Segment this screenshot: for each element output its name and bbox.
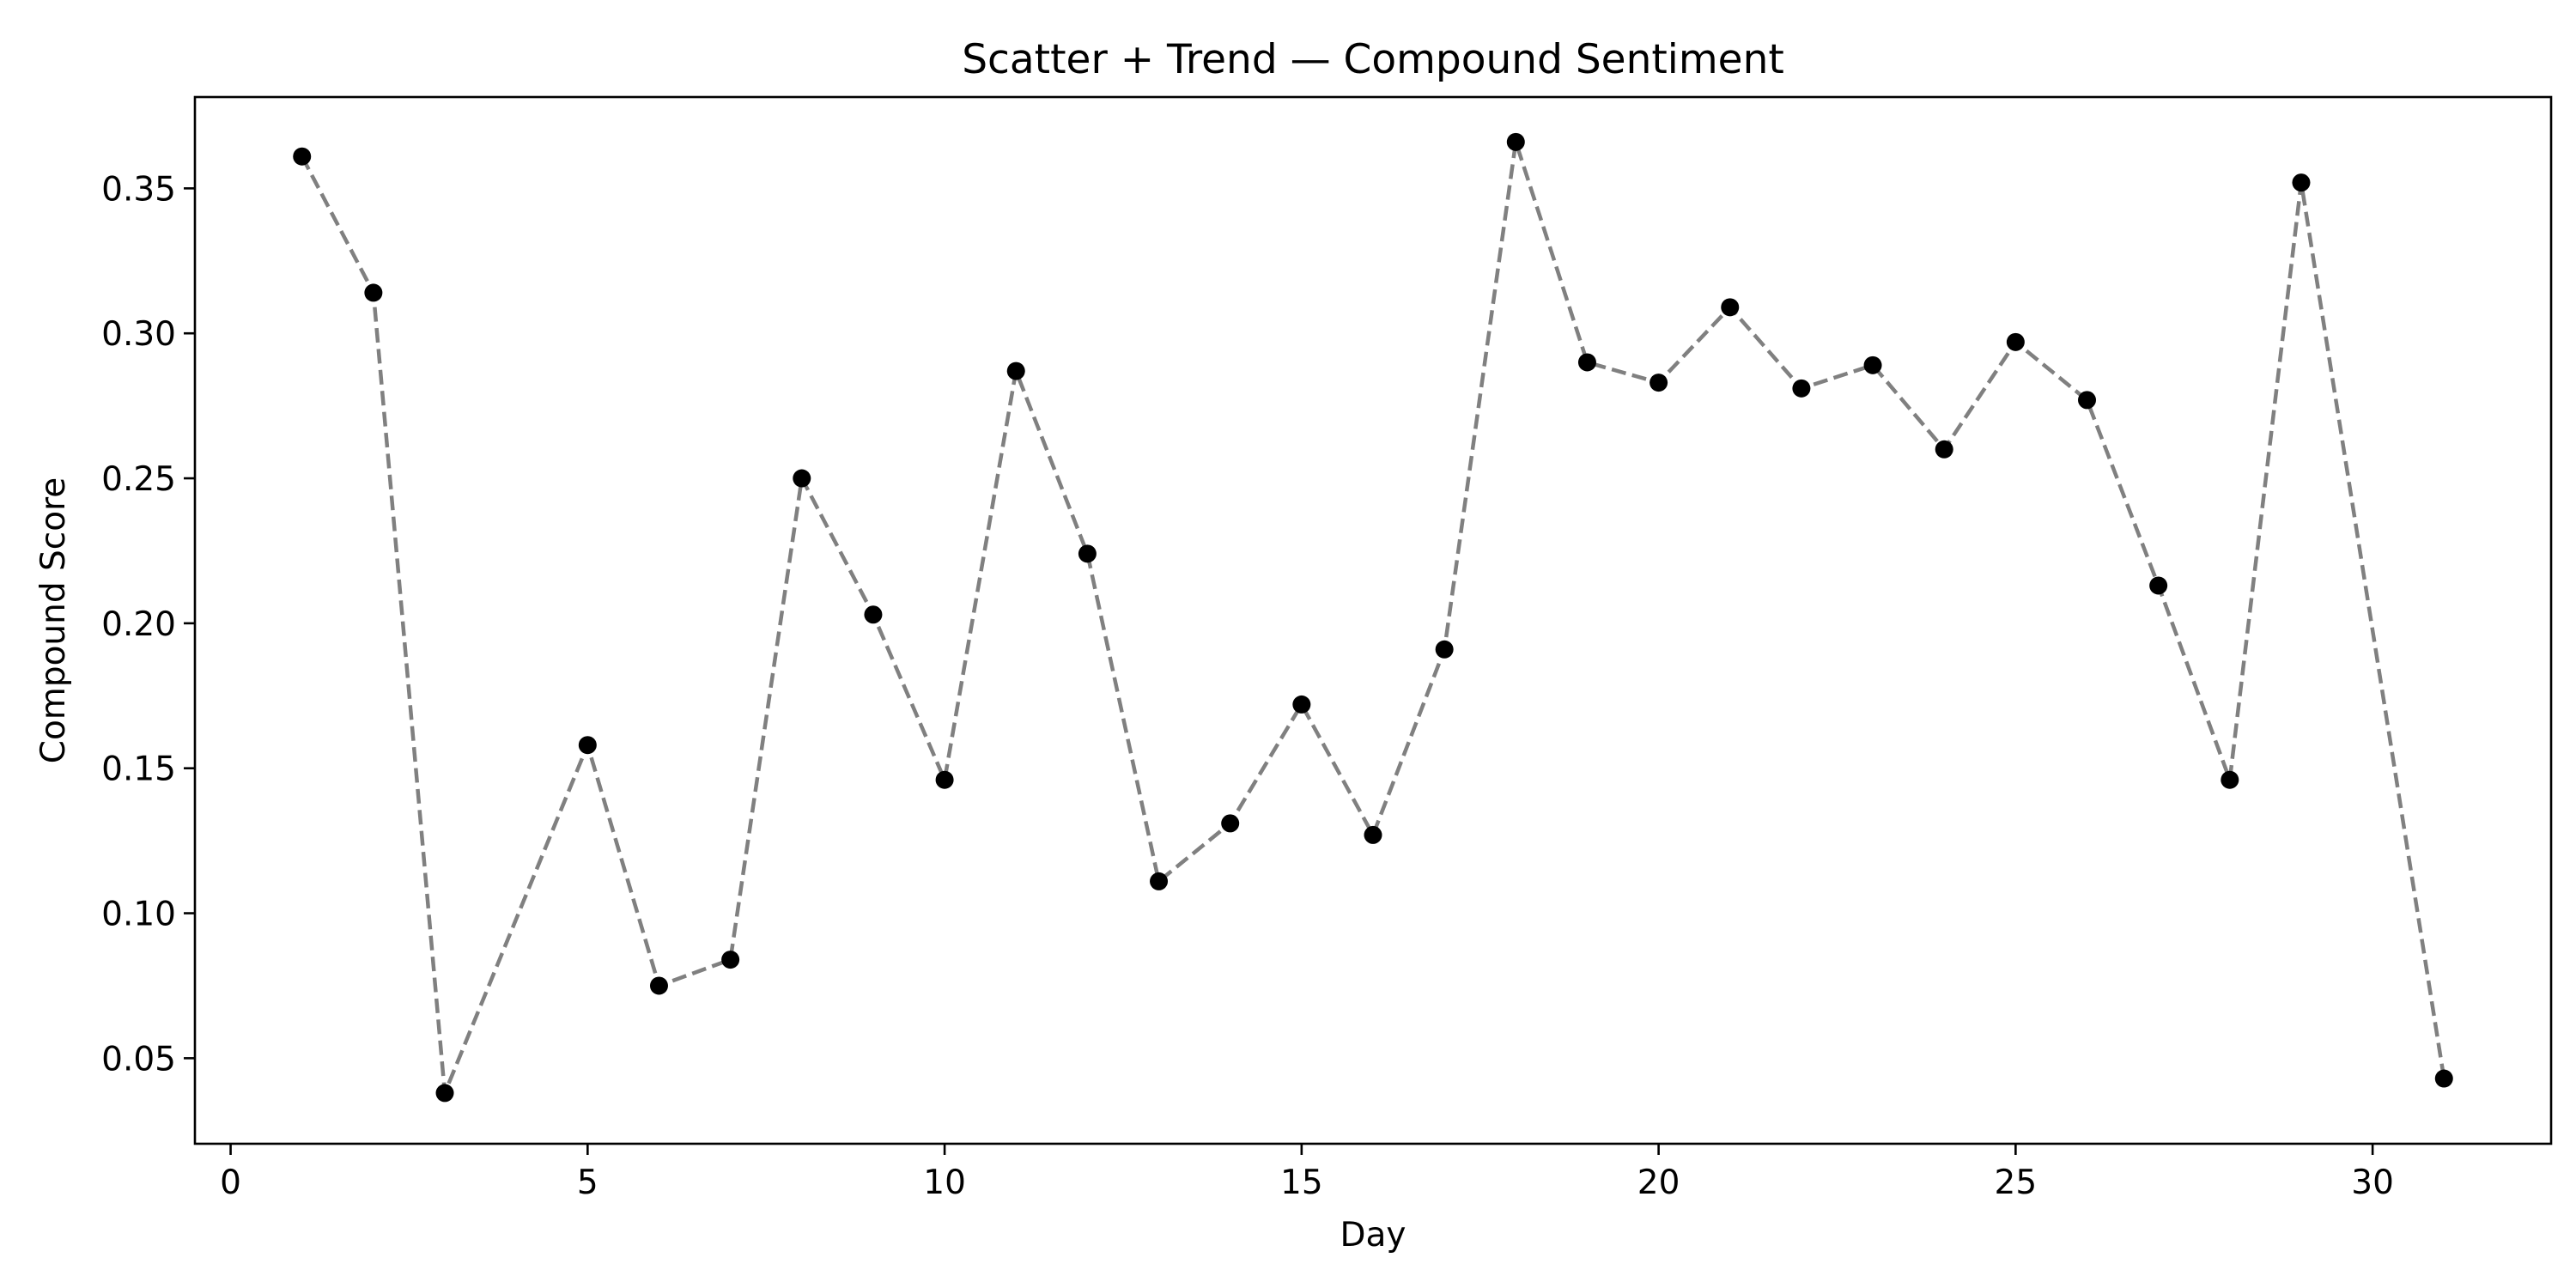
y-tick-label: 0.05 xyxy=(101,1040,176,1078)
data-point xyxy=(1078,544,1097,563)
data-point xyxy=(721,951,740,969)
data-point xyxy=(2149,576,2168,595)
y-tick-label: 0.20 xyxy=(101,605,176,644)
data-point xyxy=(1221,814,1240,833)
data-point xyxy=(649,976,668,995)
data-points xyxy=(293,132,2453,1103)
x-tick-label: 0 xyxy=(220,1163,241,1202)
x-tick-label: 5 xyxy=(577,1163,598,1202)
data-point xyxy=(1292,695,1311,714)
x-axis-label: Day xyxy=(1340,1216,1406,1255)
plot-frame xyxy=(193,95,2553,1145)
y-tick-label: 0.30 xyxy=(101,315,176,354)
data-point xyxy=(1435,640,1454,659)
data-point xyxy=(1792,379,1811,398)
trend-line xyxy=(300,141,2446,1094)
data-point xyxy=(435,1084,454,1103)
x-tick-label: 25 xyxy=(1995,1163,2038,1202)
data-point xyxy=(2434,1069,2453,1088)
data-point xyxy=(793,469,811,488)
data-point xyxy=(1364,825,1382,844)
data-point xyxy=(1649,374,1668,392)
data-point xyxy=(2221,770,2239,789)
data-point xyxy=(1935,440,1953,459)
y-axis-label: Compound Score xyxy=(34,477,73,764)
data-point xyxy=(864,605,883,624)
chart-title: Scatter + Trend — Compound Sentiment xyxy=(962,36,1784,83)
data-point xyxy=(1006,361,1025,380)
data-point xyxy=(935,770,954,789)
data-point xyxy=(1863,355,1882,374)
y-tick-label: 0.10 xyxy=(101,896,176,934)
y-tick-label: 0.25 xyxy=(101,460,176,499)
data-point xyxy=(1150,872,1169,890)
data-point xyxy=(1506,132,1525,151)
data-point xyxy=(2292,173,2311,192)
y-tick-label: 0.35 xyxy=(101,170,176,209)
x-tick-label: 30 xyxy=(2351,1163,2394,1202)
x-tick-label: 10 xyxy=(923,1163,966,1202)
y-axis-ticks: 0.05 0.10 0.15 0.20 0.25 0.30 0.35 xyxy=(101,170,195,1078)
data-point xyxy=(364,283,383,302)
data-point xyxy=(293,147,312,166)
data-point xyxy=(1577,353,1596,372)
data-point xyxy=(1721,298,1740,317)
data-point xyxy=(2006,332,2025,351)
data-point xyxy=(2078,391,2097,410)
x-tick-label: 15 xyxy=(1280,1163,1323,1202)
x-axis-ticks: 0 5 10 15 20 25 30 xyxy=(220,1144,2394,1202)
x-tick-label: 20 xyxy=(1637,1163,1680,1202)
data-point xyxy=(578,736,597,755)
y-tick-label: 0.15 xyxy=(101,750,176,789)
